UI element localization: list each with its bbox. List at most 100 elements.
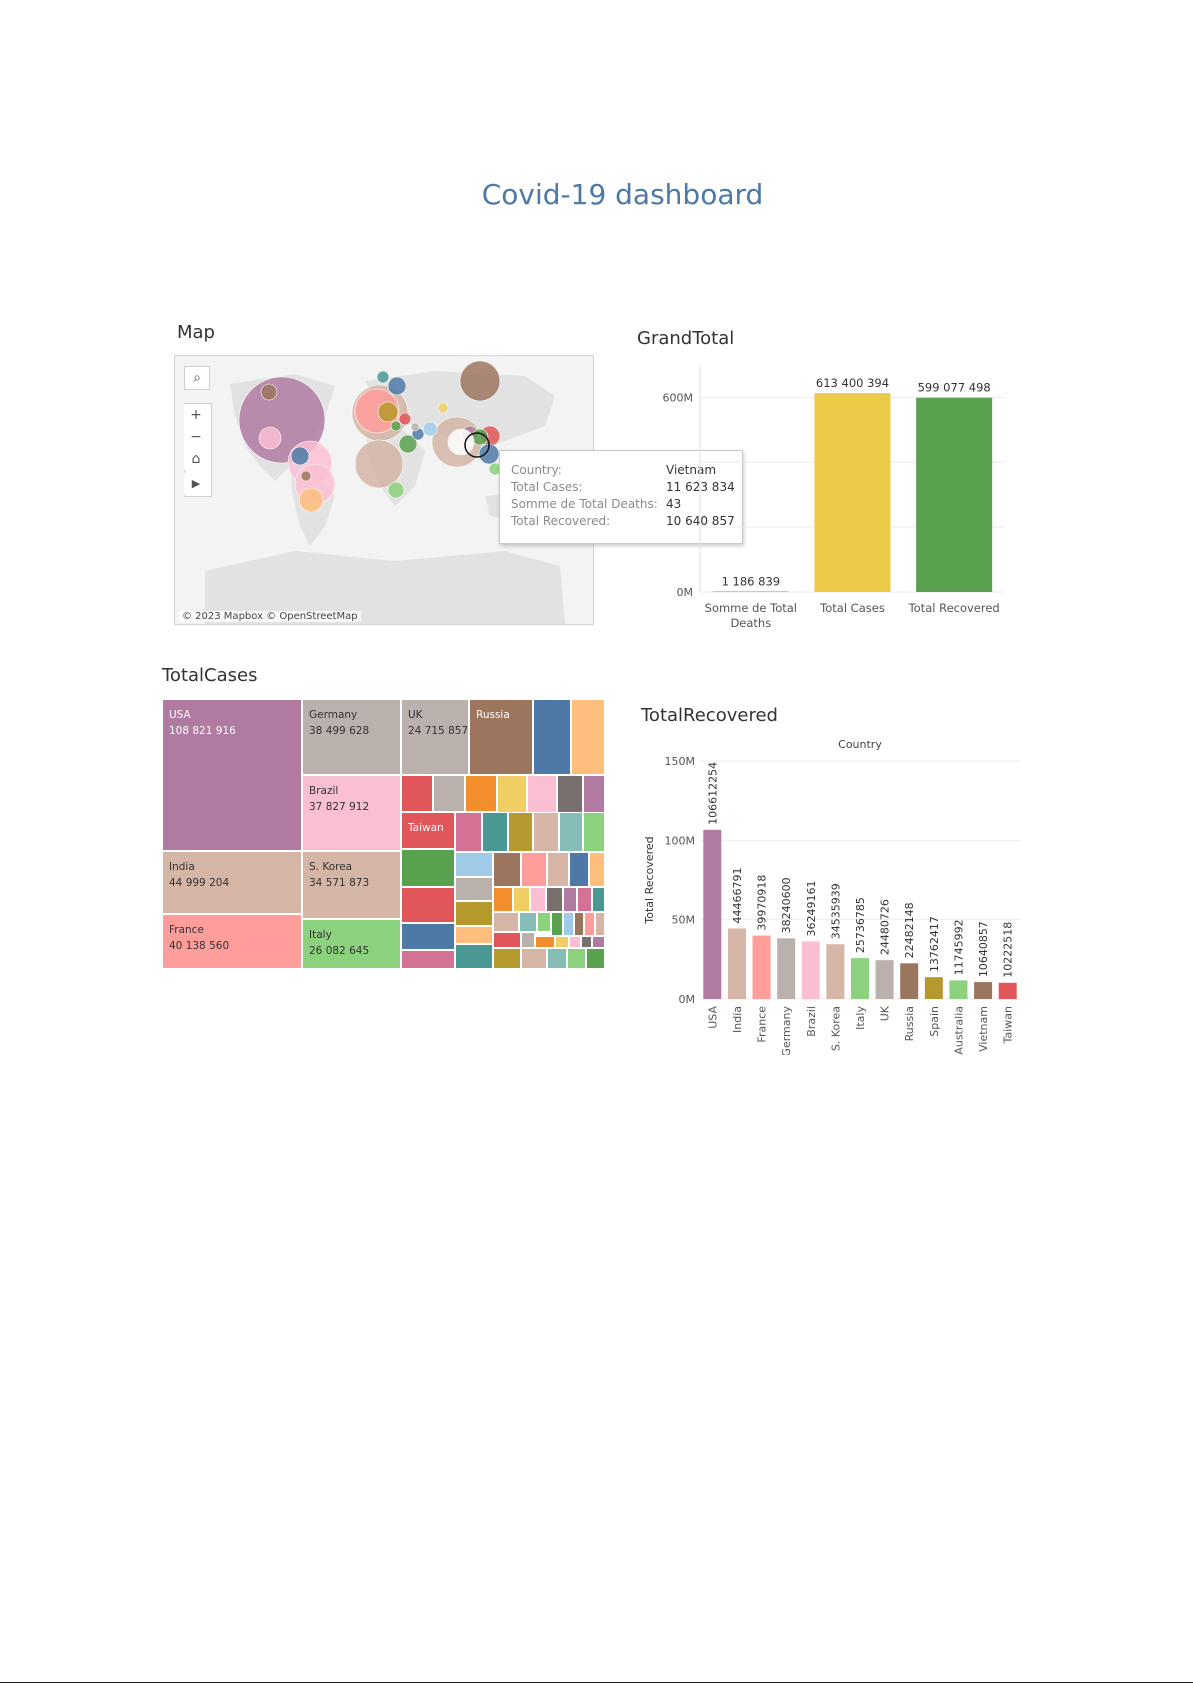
bar-brazil — [801, 941, 820, 999]
treemap-cell-france[interactable]: France 40 138 560 — [162, 914, 302, 969]
treemap-cell[interactable] — [563, 912, 574, 936]
treemap-cell-label: UK 24 715 857 — [408, 709, 469, 737]
treemap-cell[interactable] — [455, 944, 493, 969]
treemap-cell-label: USA 108 821 916 — [169, 709, 236, 737]
treemap-cell-label: Brazil 37 827 912 — [309, 785, 370, 813]
treemap-cell[interactable] — [521, 852, 547, 887]
treemap-cell[interactable] — [401, 950, 455, 969]
category-label: USA — [706, 1006, 719, 1029]
country-bubble — [437, 402, 449, 414]
treemap-cell[interactable] — [527, 775, 557, 815]
country-bubble — [387, 376, 407, 396]
treemap-cell[interactable] — [533, 812, 559, 852]
treemap-cell[interactable] — [482, 812, 508, 852]
treemap-cell-uk[interactable]: UK 24 715 857 — [401, 699, 469, 775]
home-icon[interactable]: ⌂ — [184, 448, 208, 470]
play-icon[interactable]: ▶ — [184, 473, 208, 495]
treemap-cell[interactable] — [433, 775, 465, 812]
treemap-cell[interactable] — [535, 936, 555, 948]
total-cases-title: TotalCases — [162, 665, 258, 686]
treemap-cell[interactable] — [586, 948, 605, 969]
treemap-cell[interactable] — [592, 887, 605, 912]
treemap-cell[interactable] — [589, 852, 605, 887]
treemap-cell[interactable] — [559, 812, 583, 852]
treemap-cell[interactable] — [569, 852, 589, 887]
treemap-cell[interactable] — [569, 936, 581, 948]
treemap-cell[interactable] — [533, 699, 571, 775]
treemap-cell[interactable] — [595, 912, 605, 936]
bar-uk — [875, 960, 894, 999]
treemap-cell[interactable] — [401, 849, 455, 887]
treemap-cell[interactable] — [577, 887, 592, 912]
zoom-out-icon[interactable]: − — [184, 426, 208, 448]
treemap-cell[interactable] — [581, 936, 592, 948]
treemap-cell[interactable] — [497, 775, 527, 815]
map-attribution[interactable]: © 2023 Mapbox © OpenStreetMap — [179, 611, 361, 622]
treemap-cell[interactable] — [401, 923, 455, 950]
treemap-cell[interactable] — [557, 775, 583, 815]
treemap-cell-brazil[interactable]: Brazil 37 827 912 — [302, 775, 401, 851]
treemap-cell-label: Russia — [476, 709, 510, 721]
treemap-cell[interactable] — [563, 887, 577, 912]
treemap-cell-russia[interactable]: Russia — [469, 699, 533, 775]
zoom-in-icon[interactable]: + — [184, 404, 208, 426]
treemap-cell[interactable] — [521, 932, 535, 948]
treemap-cell[interactable] — [401, 887, 455, 923]
treemap-cell-label: Italy 26 082 645 — [309, 929, 370, 957]
category-label: Italy — [854, 1006, 867, 1030]
treemap-cell[interactable] — [513, 887, 530, 912]
treemap-cell[interactable] — [567, 948, 586, 969]
treemap-cell-s-korea[interactable]: S. Korea 34 571 873 — [302, 851, 401, 919]
country-bubble — [260, 383, 278, 401]
treemap-cell[interactable] — [455, 877, 493, 901]
treemap-cell[interactable] — [546, 887, 563, 912]
treemap-cell[interactable] — [574, 912, 584, 936]
treemap-cell[interactable] — [455, 852, 493, 877]
treemap-cell[interactable] — [508, 812, 533, 852]
bar-total-cases — [814, 393, 891, 592]
treemap-cell[interactable] — [401, 775, 433, 812]
bar-total-recovered — [916, 397, 993, 592]
treemap-cell[interactable] — [555, 936, 569, 948]
treemap-cell-usa[interactable]: USA 108 821 916 — [162, 699, 302, 851]
tooltip-row-total-deaths: Somme de Total Deaths: 43 — [511, 497, 736, 511]
tooltip-key: Total Cases: — [511, 480, 583, 494]
treemap-cell[interactable] — [551, 912, 563, 936]
treemap-cell[interactable] — [493, 912, 519, 932]
treemap-cell[interactable] — [493, 887, 513, 912]
treemap-cell[interactable] — [584, 912, 595, 936]
search-icon[interactable]: ⌕ — [184, 366, 210, 390]
treemap-cell-taiwan[interactable]: Taiwan — [401, 812, 455, 849]
treemap-cell[interactable] — [583, 775, 605, 815]
y-tick-label: 0M — [679, 993, 696, 1006]
treemap-cell[interactable] — [530, 887, 546, 912]
map-bubbles — [238, 360, 502, 513]
treemap-cell[interactable] — [493, 932, 521, 948]
treemap-cell-label: France 40 138 560 — [169, 924, 230, 952]
country-bubble — [354, 439, 404, 489]
data-label: 36249161 — [805, 880, 818, 936]
treemap-cell[interactable] — [465, 775, 497, 812]
treemap-cell[interactable] — [547, 852, 569, 887]
map-view[interactable]: ⌕ + − ⌂ ▶ © 2023 Mapbox © OpenStreetMap — [174, 355, 594, 625]
treemap-cell[interactable] — [455, 812, 482, 852]
treemap-cell-germany[interactable]: Germany 38 499 628 — [302, 699, 401, 775]
treemap-cell[interactable] — [521, 948, 547, 969]
treemap-cell[interactable] — [571, 699, 605, 775]
treemap-cell[interactable] — [455, 926, 493, 944]
treemap-cell[interactable] — [493, 948, 521, 969]
bar-usa — [703, 829, 722, 999]
grand-total-title: GrandTotal — [637, 328, 735, 349]
treemap-cell[interactable] — [519, 912, 537, 932]
treemap-cell[interactable] — [547, 948, 567, 969]
treemap-cell[interactable] — [592, 936, 605, 948]
treemap-cell-india[interactable]: India 44 999 204 — [162, 851, 302, 914]
treemap-cell[interactable] — [493, 852, 521, 887]
treemap-cell-italy[interactable]: Italy 26 082 645 — [302, 919, 401, 969]
category-label: UK — [879, 1005, 892, 1021]
treemap-cell[interactable] — [455, 901, 493, 926]
data-label: 25736785 — [854, 897, 867, 953]
treemap-cell[interactable] — [583, 812, 605, 852]
data-label: 13762417 — [928, 916, 941, 972]
treemap-cell[interactable] — [537, 912, 551, 932]
